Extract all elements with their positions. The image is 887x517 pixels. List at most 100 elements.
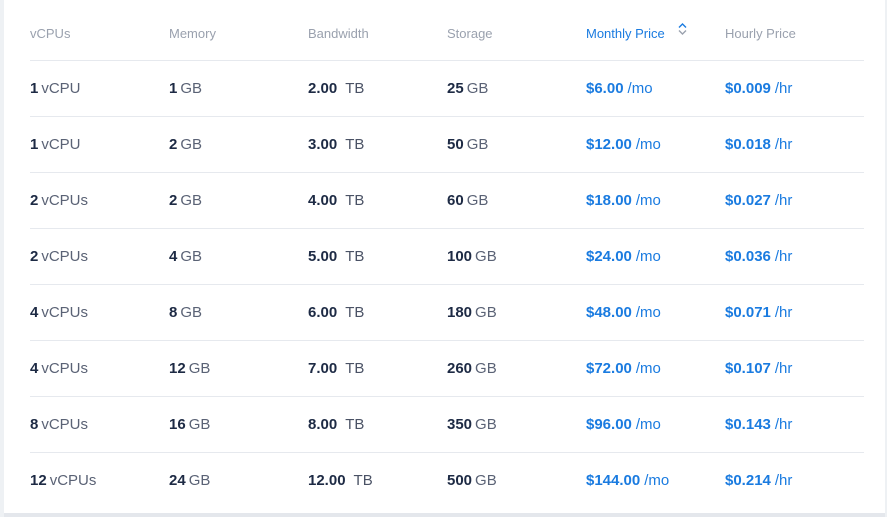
memory-amount: 2 xyxy=(169,136,178,153)
hourly-amount: $0.009 xyxy=(725,80,771,97)
table-row[interactable]: 2 vCPUs 4 GB 5.00 TB 100 GB $24.00/mo $0.036… xyxy=(30,229,864,285)
header-bandwidth[interactable]: Bandwidth xyxy=(308,26,369,41)
header-monthly-price[interactable]: Monthly Price xyxy=(586,0,687,68)
cell-hourly-price: $0.214/hr xyxy=(725,453,792,509)
cell-memory: 12 GB xyxy=(169,341,210,397)
cell-hourly-price: $0.027/hr xyxy=(725,173,792,229)
cell-storage: 60 GB xyxy=(447,173,488,229)
cell-vcpus: 2 vCPUs xyxy=(30,173,88,229)
storage-amount: 350 xyxy=(447,416,473,433)
vcpu-count: 1 xyxy=(30,80,39,97)
cell-memory: 8 GB xyxy=(169,285,202,341)
bandwidth-amount: 4.00 xyxy=(308,192,338,209)
monthly-unit: /mo xyxy=(635,136,661,153)
bandwidth-amount: 5.00 xyxy=(308,248,338,265)
cell-monthly-price: $12.00/mo xyxy=(586,117,661,173)
cell-hourly-price: $0.018/hr xyxy=(725,117,792,173)
cell-bandwidth: 7.00 TB xyxy=(308,341,364,397)
cell-storage: 350 GB xyxy=(447,397,497,453)
monthly-amount: $6.00 xyxy=(586,80,624,97)
bandwidth-amount: 3.00 xyxy=(308,136,338,153)
cell-bandwidth: 6.00 TB xyxy=(308,285,364,341)
cell-bandwidth: 4.00 TB xyxy=(308,173,364,229)
monthly-unit: /mo xyxy=(627,80,653,97)
header-vcpus[interactable]: vCPUs xyxy=(30,26,71,41)
memory-unit: GB xyxy=(180,304,203,321)
hourly-amount: $0.036 xyxy=(725,248,771,265)
monthly-amount: $96.00 xyxy=(586,416,632,433)
cell-memory: 24 GB xyxy=(169,453,210,509)
cell-bandwidth: 3.00 TB xyxy=(308,117,364,173)
cell-hourly-price: $0.036/hr xyxy=(725,229,792,285)
vcpu-unit: vCPUs xyxy=(49,472,97,489)
storage-amount: 50 xyxy=(447,136,464,153)
cell-monthly-price: $24.00/mo xyxy=(586,229,661,285)
sort-updown-icon[interactable] xyxy=(678,0,687,64)
memory-unit: GB xyxy=(180,192,203,209)
table-row[interactable]: 8 vCPUs 16 GB 8.00 TB 350 GB $96.00/mo $0.14… xyxy=(30,397,864,453)
bandwidth-unit: TB xyxy=(345,136,365,153)
storage-unit: GB xyxy=(466,192,489,209)
hourly-unit: /hr xyxy=(774,136,793,153)
bandwidth-amount: 2.00 xyxy=(308,80,338,97)
vcpu-unit: vCPUs xyxy=(41,416,89,433)
vcpu-count: 4 xyxy=(30,304,39,321)
storage-unit: GB xyxy=(475,472,497,489)
memory-amount: 2 xyxy=(169,192,178,209)
bandwidth-amount: 8.00 xyxy=(308,416,338,433)
bandwidth-unit: TB xyxy=(345,416,365,433)
cell-monthly-price: $6.00/mo xyxy=(586,61,653,117)
header-storage[interactable]: Storage xyxy=(447,26,493,41)
storage-unit: GB xyxy=(475,304,497,321)
monthly-amount: $48.00 xyxy=(586,304,632,321)
memory-unit: GB xyxy=(180,80,203,97)
cell-vcpus: 2 vCPUs xyxy=(30,229,88,285)
cell-hourly-price: $0.107/hr xyxy=(725,341,792,397)
table-row[interactable]: 1 vCPU 1 GB 2.00 TB 25 GB $6.00/mo $0.009/hr xyxy=(30,61,864,117)
storage-unit: GB xyxy=(475,248,497,265)
pricing-table: vCPUs Memory Bandwidth Storage Monthly P… xyxy=(30,0,864,508)
monthly-unit: /mo xyxy=(635,248,661,265)
cell-bandwidth: 5.00 TB xyxy=(308,229,364,285)
cell-monthly-price: $144.00/mo xyxy=(586,453,669,509)
hourly-unit: /hr xyxy=(774,248,793,265)
storage-amount: 500 xyxy=(447,472,473,489)
storage-unit: GB xyxy=(475,360,497,377)
table-row[interactable]: 4 vCPUs 8 GB 6.00 TB 180 GB $48.00/mo $0.071… xyxy=(30,285,864,341)
cell-hourly-price: $0.071/hr xyxy=(725,285,792,341)
monthly-unit: /mo xyxy=(644,472,670,489)
hourly-unit: /hr xyxy=(774,472,793,489)
hourly-unit: /hr xyxy=(774,80,793,97)
memory-amount: 8 xyxy=(169,304,178,321)
memory-unit: GB xyxy=(188,416,211,433)
header-hourly-price[interactable]: Hourly Price xyxy=(725,26,796,41)
vcpu-unit: vCPUs xyxy=(41,192,89,209)
memory-unit: GB xyxy=(188,472,211,489)
panel-bottom-edge xyxy=(4,513,885,517)
hourly-amount: $0.027 xyxy=(725,192,771,209)
storage-amount: 180 xyxy=(447,304,473,321)
monthly-amount: $12.00 xyxy=(586,136,632,153)
table-row[interactable]: 12 vCPUs 24 GB 12.00 TB 500 GB $144.00/mo $0… xyxy=(30,453,864,508)
hourly-unit: /hr xyxy=(774,192,793,209)
bandwidth-unit: TB xyxy=(345,304,365,321)
monthly-unit: /mo xyxy=(635,192,661,209)
table-row[interactable]: 4 vCPUs 12 GB 7.00 TB 260 GB $72.00/mo $0.10… xyxy=(30,341,864,397)
cell-storage: 180 GB xyxy=(447,285,497,341)
table-row[interactable]: 2 vCPUs 2 GB 4.00 TB 60 GB $18.00/mo $0.027/… xyxy=(30,173,864,229)
vcpu-count: 1 xyxy=(30,136,39,153)
monthly-unit: /mo xyxy=(635,360,661,377)
vcpu-count: 2 xyxy=(30,192,39,209)
memory-amount: 12 xyxy=(169,360,186,377)
monthly-unit: /mo xyxy=(635,304,661,321)
cell-monthly-price: $18.00/mo xyxy=(586,173,661,229)
monthly-amount: $18.00 xyxy=(586,192,632,209)
hourly-amount: $0.107 xyxy=(725,360,771,377)
bandwidth-unit: TB xyxy=(345,360,365,377)
hourly-amount: $0.071 xyxy=(725,304,771,321)
cell-storage: 260 GB xyxy=(447,341,497,397)
hourly-unit: /hr xyxy=(774,360,793,377)
memory-amount: 24 xyxy=(169,472,186,489)
header-memory[interactable]: Memory xyxy=(169,26,216,41)
table-row[interactable]: 1 vCPU 2 GB 3.00 TB 50 GB $12.00/mo $0.018/h… xyxy=(30,117,864,173)
